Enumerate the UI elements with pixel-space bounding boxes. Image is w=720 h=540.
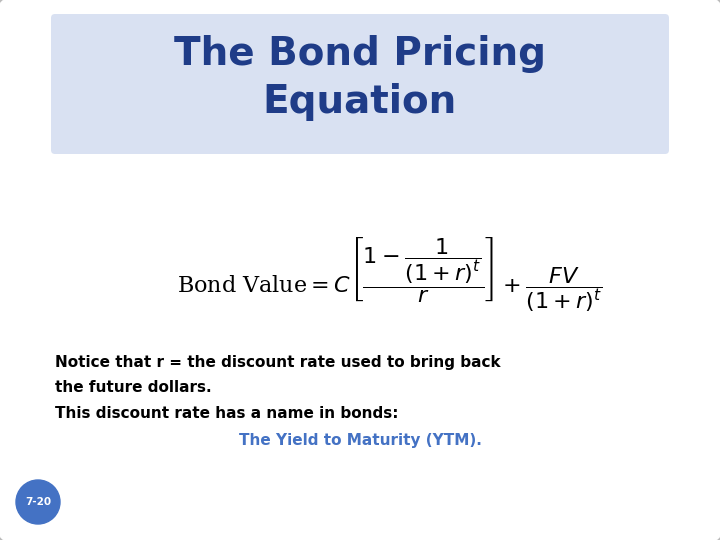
Text: $\mathregular{Bond\ Value} = C\left[\dfrac{1 - \dfrac{1}{(1+r)^t}}{r}\right] + \: $\mathregular{Bond\ Value} = C\left[\dfr… (177, 235, 603, 314)
Text: The Bond Pricing: The Bond Pricing (174, 35, 546, 73)
Text: This discount rate has a name in bonds:: This discount rate has a name in bonds: (55, 407, 398, 422)
Circle shape (16, 480, 60, 524)
Text: Equation: Equation (263, 83, 457, 121)
Text: Notice that r = the discount rate used to bring back: Notice that r = the discount rate used t… (55, 354, 500, 369)
Text: 7-20: 7-20 (25, 497, 51, 507)
Text: The Yield to Maturity (YTM).: The Yield to Maturity (YTM). (238, 433, 482, 448)
FancyBboxPatch shape (51, 14, 669, 154)
Text: the future dollars.: the future dollars. (55, 381, 212, 395)
